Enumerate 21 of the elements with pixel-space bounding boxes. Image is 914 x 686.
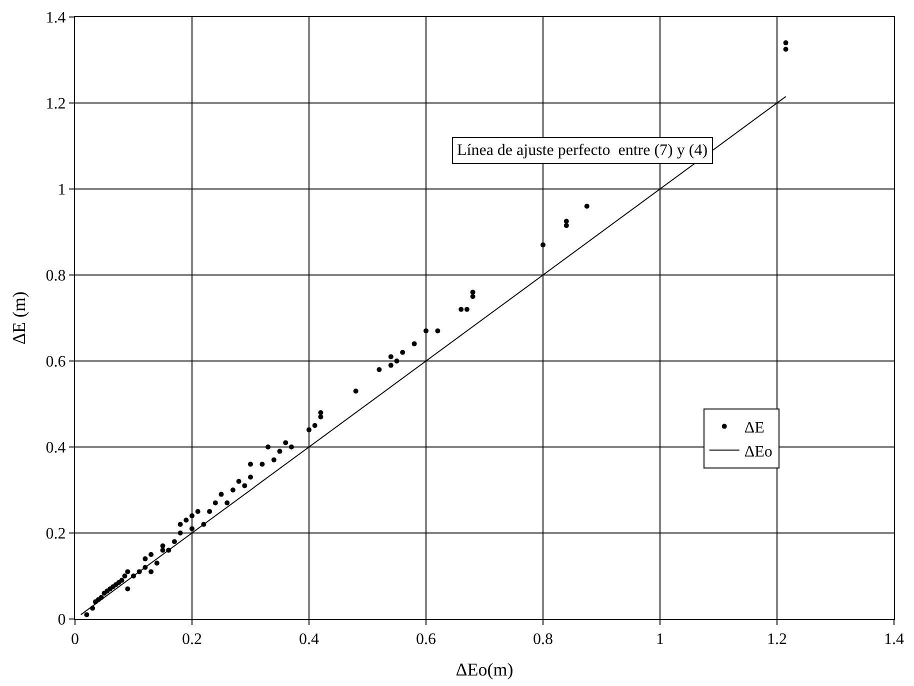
x-tick-label: 0.6 xyxy=(416,631,436,648)
x-axis-title: ΔEo(m) xyxy=(456,659,514,680)
y-tick-label: 0.6 xyxy=(46,354,66,371)
y-tick-label: 0.8 xyxy=(46,268,66,285)
x-tick-label: 0.4 xyxy=(299,631,319,648)
y-axis-title: ΔE (m) xyxy=(9,291,29,345)
y-tick-label: 1.2 xyxy=(46,96,66,113)
x-tick-label: 0 xyxy=(71,631,79,648)
x-tick-label: 1.2 xyxy=(767,631,787,648)
y-tick-label: 0 xyxy=(58,612,66,629)
y-tick-label: 0.2 xyxy=(46,526,66,543)
y-tick-label: 1 xyxy=(58,182,66,199)
x-tick-label: 1 xyxy=(656,631,664,648)
y-tick-label: 1.4 xyxy=(46,10,66,27)
y-tick-label: 0.4 xyxy=(46,440,66,457)
x-tick-label: 1.4 xyxy=(884,631,904,648)
x-tick-label: 0.8 xyxy=(533,631,553,648)
legend-label: ΔE xyxy=(744,420,764,437)
x-tick-label: 0.2 xyxy=(182,631,202,648)
annotation: Línea de ajuste perfecto entre (7) y (4) xyxy=(457,142,708,159)
legend-label: ΔEo xyxy=(744,443,772,460)
